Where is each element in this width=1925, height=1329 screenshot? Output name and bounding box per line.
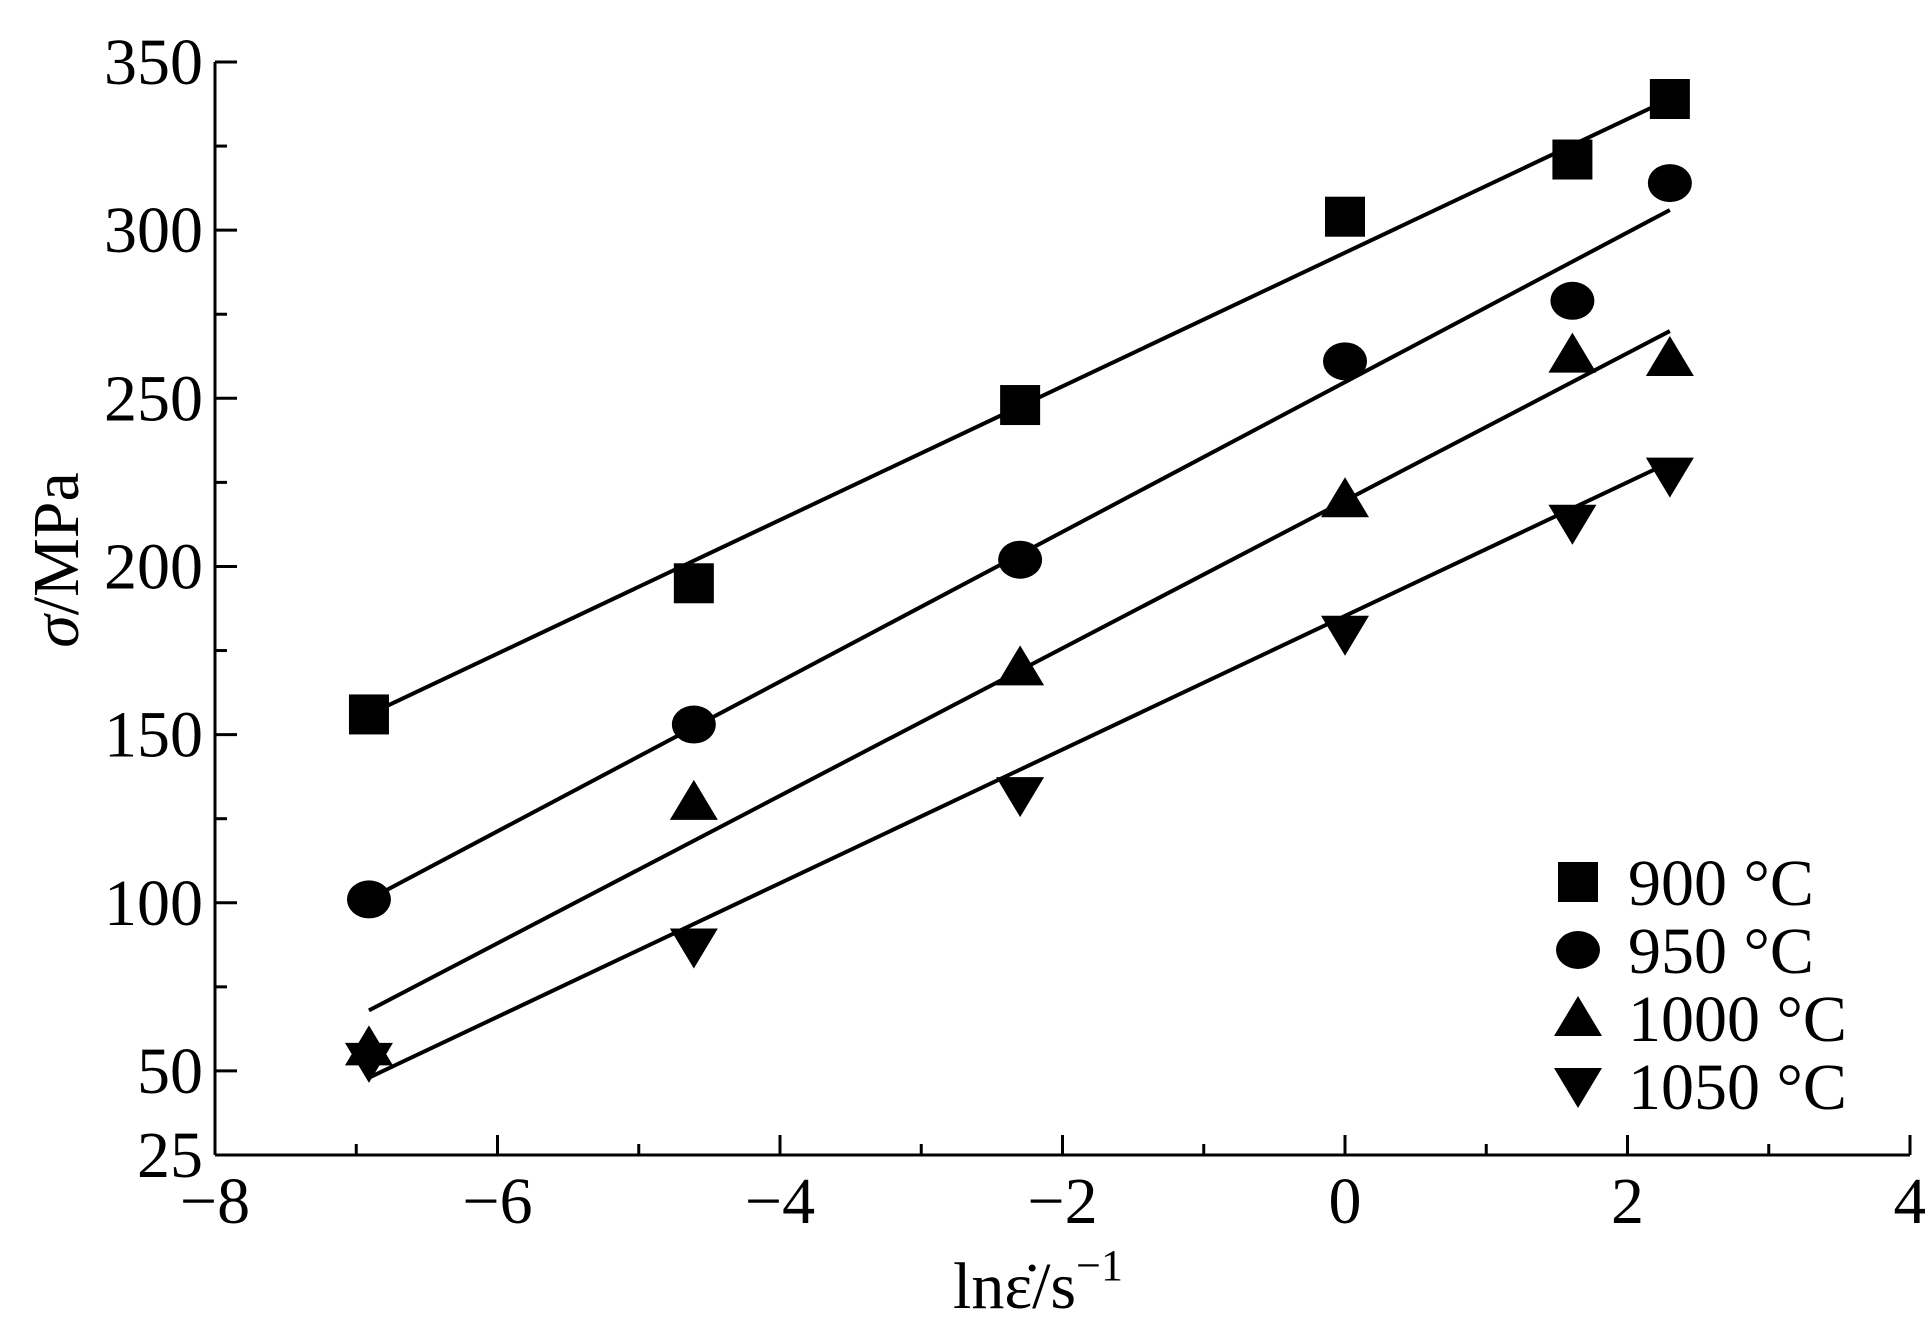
x-tick-label: −8 xyxy=(180,1165,250,1238)
data-point-series-4 xyxy=(669,928,718,969)
legend-marker-2 xyxy=(1556,931,1600,969)
legend-label-4: 1050 °C xyxy=(1628,1051,1847,1124)
y-tick-label: 300 xyxy=(104,194,203,267)
legend-marker-1 xyxy=(1558,862,1598,902)
data-point-series-1 xyxy=(1325,196,1365,237)
data-point-series-2 xyxy=(998,540,1043,579)
fit-lines xyxy=(368,97,1671,1080)
y-tick-label: 200 xyxy=(104,530,203,603)
x-axis-label-superscript: −1 xyxy=(1076,1241,1123,1290)
axes: −8 −6 −4 −2 0 2 4 25 50 100 150 200 250 300 350 xyxy=(104,26,1925,1238)
data-point-series-4 xyxy=(1645,457,1694,498)
y-tick-label: 350 xyxy=(104,26,203,99)
data-point-series-2 xyxy=(1323,342,1367,381)
x-axis-label: lnε̇/s−1 xyxy=(953,1241,1123,1323)
data-point-series-1 xyxy=(1552,139,1593,180)
legend-marker-4 xyxy=(1554,1068,1602,1108)
fit-line-4 xyxy=(368,460,1671,1080)
data-point-series-3 xyxy=(996,645,1045,686)
data-point-series-4 xyxy=(1548,504,1597,545)
data-point-series-2 xyxy=(671,705,716,744)
data-point-series-1 xyxy=(1649,78,1690,119)
y-tick-label: 100 xyxy=(104,867,203,940)
y-tick-label: 150 xyxy=(104,699,203,772)
y-tick-label: 25 xyxy=(137,1119,203,1192)
data-point-series-4 xyxy=(1321,615,1369,656)
legend-label-2: 950 °C xyxy=(1628,915,1814,988)
data-point-series-2 xyxy=(1550,281,1595,320)
data-point-series-1 xyxy=(348,694,389,735)
legend-marker-3 xyxy=(1554,996,1602,1036)
x-tick-label: −2 xyxy=(1027,1165,1097,1238)
data-point-series-1 xyxy=(673,563,714,604)
x-tick-label: 0 xyxy=(1329,1165,1362,1238)
data-point-series-1 xyxy=(1000,385,1041,426)
x-tick-label: −6 xyxy=(462,1165,532,1238)
x-tick-label: 2 xyxy=(1611,1165,1644,1238)
x-tick-label: 4 xyxy=(1894,1165,1925,1238)
data-point-series-4 xyxy=(996,777,1045,818)
data-point-series-2 xyxy=(1647,164,1692,203)
data-point-series-3 xyxy=(1548,332,1597,373)
y-axis-label-symbol: σ xyxy=(20,613,93,648)
data-point-series-3 xyxy=(1321,477,1369,518)
y-axis-label: σ/MPa xyxy=(20,472,93,648)
data-point-series-3 xyxy=(1645,335,1694,376)
y-tick-label: 50 xyxy=(137,1035,203,1108)
data-point-series-4 xyxy=(344,1042,393,1083)
data-markers xyxy=(344,78,1694,1083)
data-point-series-3 xyxy=(669,779,718,820)
data-point-series-2 xyxy=(346,880,391,919)
x-tick-label: −4 xyxy=(745,1165,815,1238)
y-tick-label: 250 xyxy=(104,362,203,435)
y-axis-label-unit: /MPa xyxy=(20,472,93,615)
legend-label-3: 1000 °C xyxy=(1628,983,1847,1056)
legend-label-1: 900 °C xyxy=(1628,847,1814,920)
